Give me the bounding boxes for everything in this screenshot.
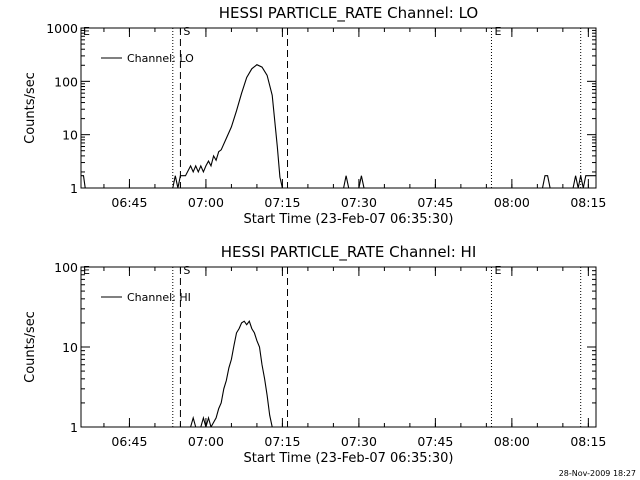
y-tick-label: 1 — [70, 420, 78, 435]
x-tick-label: 08:15 — [570, 434, 606, 449]
x-tick-label: 07:30 — [341, 434, 377, 449]
x-tick-label: 08:00 — [494, 195, 530, 210]
edge-marker-label: E — [83, 264, 90, 277]
y-axis-label: Counts/sec — [23, 72, 38, 144]
marker-label: S — [183, 25, 190, 38]
x-tick-label: 07:45 — [417, 195, 453, 210]
y-tick-label: 10 — [62, 340, 78, 355]
legend-entry: Channel: HI — [127, 291, 191, 304]
marker-label: E — [494, 25, 501, 38]
marker-label: S — [183, 264, 190, 277]
y-axis-label: Counts/sec — [23, 311, 38, 383]
chart-title: HESSI PARTICLE_RATE Channel: HI — [221, 243, 477, 262]
y-tick-label: 10 — [62, 128, 78, 143]
x-tick-label: 08:00 — [494, 434, 530, 449]
marker-label: E — [494, 264, 501, 277]
y-tick-label: 100 — [54, 74, 78, 89]
x-tick-label: 07:45 — [417, 434, 453, 449]
x-tick-label: 08:15 — [570, 195, 606, 210]
x-tick-label: 07:30 — [341, 195, 377, 210]
edge-marker-label: E — [83, 25, 90, 38]
x-tick-label: 07:00 — [188, 195, 224, 210]
y-tick-label: 100 — [54, 260, 78, 275]
y-tick-label: 1 — [70, 181, 78, 196]
series-line — [81, 64, 596, 188]
footer-timestamp: 28-Nov-2009 18:27 — [559, 469, 636, 478]
x-tick-label: 07:15 — [264, 434, 300, 449]
y-tick-label: 1000 — [46, 21, 78, 36]
x-axis-label: Start Time (23-Feb-07 06:35:30) — [244, 212, 454, 227]
x-tick-label: 07:00 — [188, 434, 224, 449]
x-tick-label: 06:45 — [111, 434, 147, 449]
x-axis-label: Start Time (23-Feb-07 06:35:30) — [244, 451, 454, 466]
legend-entry: Channel: LO — [127, 52, 194, 65]
x-tick-label: 07:15 — [264, 195, 300, 210]
x-tick-label: 06:45 — [111, 195, 147, 210]
chart-title: HESSI PARTICLE_RATE Channel: LO — [219, 4, 478, 23]
series-line — [183, 320, 273, 427]
